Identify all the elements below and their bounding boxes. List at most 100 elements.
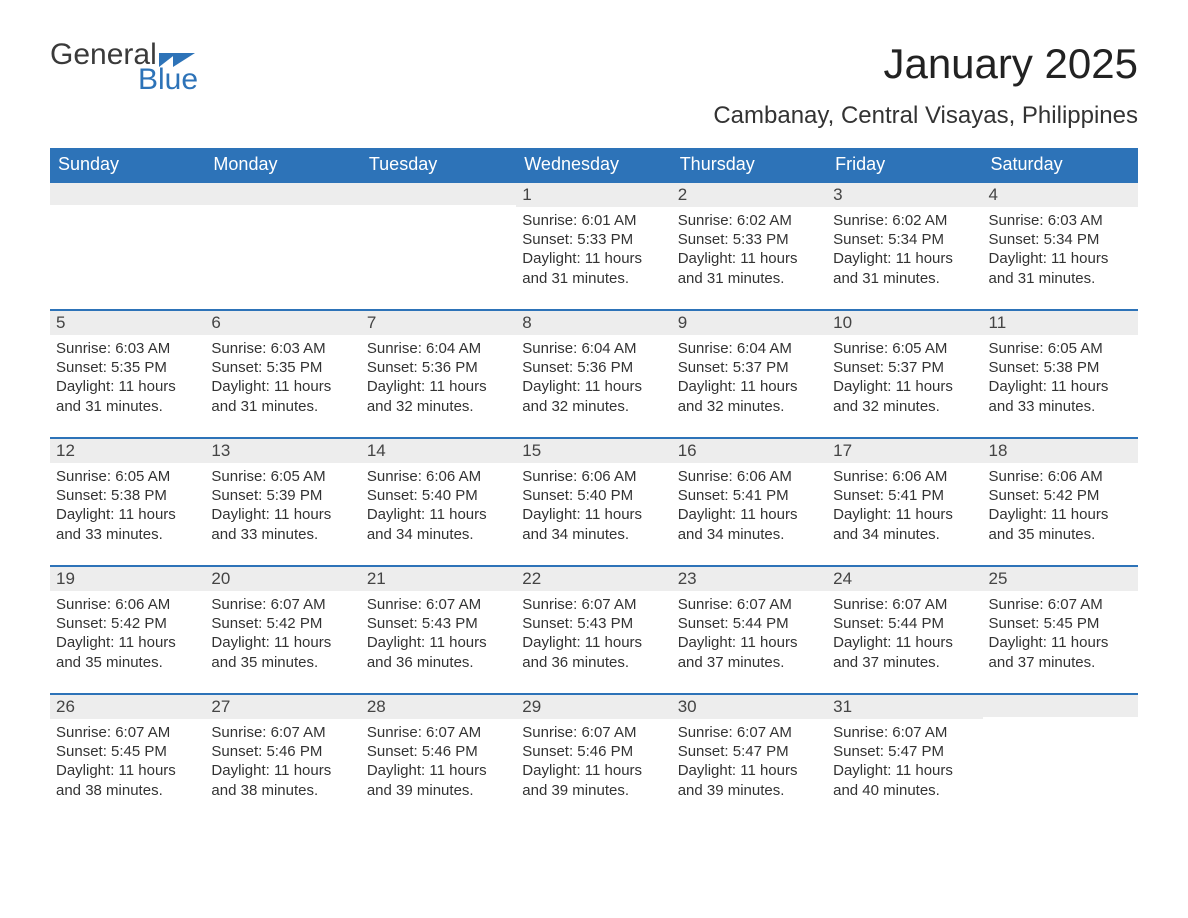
day-number: 22 [516,567,671,591]
calendar-day [361,183,516,309]
sunset-text: Sunset: 5:42 PM [56,614,199,633]
sunrise-text: Sunrise: 6:07 AM [678,723,821,742]
day-body: Sunrise: 6:06 AMSunset: 5:41 PMDaylight:… [672,463,827,554]
day-number: 23 [672,567,827,591]
daylight-text: Daylight: 11 hours and 37 minutes. [989,633,1132,671]
calendar-week: 5Sunrise: 6:03 AMSunset: 5:35 PMDaylight… [50,309,1138,437]
calendar-day: 1Sunrise: 6:01 AMSunset: 5:33 PMDaylight… [516,183,671,309]
sunset-text: Sunset: 5:38 PM [56,486,199,505]
sunrise-text: Sunrise: 6:04 AM [522,339,665,358]
daylight-text: Daylight: 11 hours and 34 minutes. [522,505,665,543]
day-body: Sunrise: 6:05 AMSunset: 5:38 PMDaylight:… [983,335,1138,426]
day-body: Sunrise: 6:01 AMSunset: 5:33 PMDaylight:… [516,207,671,298]
day-body: Sunrise: 6:07 AMSunset: 5:44 PMDaylight:… [827,591,982,682]
day-number: 2 [672,183,827,207]
day-body [983,717,1138,731]
sunrise-text: Sunrise: 6:04 AM [678,339,821,358]
daylight-text: Daylight: 11 hours and 39 minutes. [678,761,821,799]
sunset-text: Sunset: 5:41 PM [833,486,976,505]
day-body: Sunrise: 6:06 AMSunset: 5:40 PMDaylight:… [361,463,516,554]
daylight-text: Daylight: 11 hours and 33 minutes. [211,505,354,543]
sunset-text: Sunset: 5:35 PM [56,358,199,377]
calendar-day: 11Sunrise: 6:05 AMSunset: 5:38 PMDayligh… [983,311,1138,437]
daylight-text: Daylight: 11 hours and 40 minutes. [833,761,976,799]
daylight-text: Daylight: 11 hours and 31 minutes. [678,249,821,287]
daylight-text: Daylight: 11 hours and 32 minutes. [522,377,665,415]
sunset-text: Sunset: 5:38 PM [989,358,1132,377]
logo-line1: General [50,40,198,70]
sunrise-text: Sunrise: 6:04 AM [367,339,510,358]
day-number [205,183,360,205]
day-body: Sunrise: 6:05 AMSunset: 5:38 PMDaylight:… [50,463,205,554]
calendar-day: 21Sunrise: 6:07 AMSunset: 5:43 PMDayligh… [361,567,516,693]
day-body: Sunrise: 6:06 AMSunset: 5:42 PMDaylight:… [983,463,1138,554]
daylight-text: Daylight: 11 hours and 31 minutes. [833,249,976,287]
sunset-text: Sunset: 5:47 PM [833,742,976,761]
daylight-text: Daylight: 11 hours and 34 minutes. [367,505,510,543]
daylight-text: Daylight: 11 hours and 35 minutes. [56,633,199,671]
sunrise-text: Sunrise: 6:02 AM [833,211,976,230]
calendar-day: 17Sunrise: 6:06 AMSunset: 5:41 PMDayligh… [827,439,982,565]
day-number: 30 [672,695,827,719]
sunrise-text: Sunrise: 6:07 AM [211,723,354,742]
daylight-text: Daylight: 11 hours and 38 minutes. [211,761,354,799]
sunrise-text: Sunrise: 6:03 AM [211,339,354,358]
logo-flag-icon [173,53,195,67]
calendar-day [983,695,1138,821]
day-number [361,183,516,205]
sunrise-text: Sunrise: 6:05 AM [211,467,354,486]
day-number: 1 [516,183,671,207]
sunset-text: Sunset: 5:41 PM [678,486,821,505]
day-body: Sunrise: 6:04 AMSunset: 5:37 PMDaylight:… [672,335,827,426]
sunrise-text: Sunrise: 6:06 AM [833,467,976,486]
calendar-day [205,183,360,309]
day-number: 3 [827,183,982,207]
calendar-day: 3Sunrise: 6:02 AMSunset: 5:34 PMDaylight… [827,183,982,309]
sunset-text: Sunset: 5:34 PM [989,230,1132,249]
day-number: 4 [983,183,1138,207]
sunset-text: Sunset: 5:40 PM [522,486,665,505]
dayname-friday: Friday [827,148,982,181]
sunrise-text: Sunrise: 6:07 AM [678,595,821,614]
daylight-text: Daylight: 11 hours and 39 minutes. [522,761,665,799]
calendar-day: 24Sunrise: 6:07 AMSunset: 5:44 PMDayligh… [827,567,982,693]
day-body: Sunrise: 6:02 AMSunset: 5:34 PMDaylight:… [827,207,982,298]
day-body: Sunrise: 6:05 AMSunset: 5:37 PMDaylight:… [827,335,982,426]
sunset-text: Sunset: 5:45 PM [989,614,1132,633]
calendar-day: 5Sunrise: 6:03 AMSunset: 5:35 PMDaylight… [50,311,205,437]
daylight-text: Daylight: 11 hours and 37 minutes. [833,633,976,671]
calendar-day: 26Sunrise: 6:07 AMSunset: 5:45 PMDayligh… [50,695,205,821]
sunrise-text: Sunrise: 6:03 AM [989,211,1132,230]
calendar-day: 28Sunrise: 6:07 AMSunset: 5:46 PMDayligh… [361,695,516,821]
day-body: Sunrise: 6:06 AMSunset: 5:42 PMDaylight:… [50,591,205,682]
day-body: Sunrise: 6:03 AMSunset: 5:34 PMDaylight:… [983,207,1138,298]
calendar-day: 22Sunrise: 6:07 AMSunset: 5:43 PMDayligh… [516,567,671,693]
day-number: 26 [50,695,205,719]
sunrise-text: Sunrise: 6:01 AM [522,211,665,230]
day-body: Sunrise: 6:07 AMSunset: 5:47 PMDaylight:… [827,719,982,810]
daylight-text: Daylight: 11 hours and 35 minutes. [989,505,1132,543]
dayname-wednesday: Wednesday [516,148,671,181]
day-body [361,205,516,219]
sunrise-text: Sunrise: 6:07 AM [522,595,665,614]
calendar-day: 10Sunrise: 6:05 AMSunset: 5:37 PMDayligh… [827,311,982,437]
calendar-day: 13Sunrise: 6:05 AMSunset: 5:39 PMDayligh… [205,439,360,565]
day-number: 5 [50,311,205,335]
sunset-text: Sunset: 5:35 PM [211,358,354,377]
day-number: 25 [983,567,1138,591]
day-number: 6 [205,311,360,335]
day-body: Sunrise: 6:07 AMSunset: 5:44 PMDaylight:… [672,591,827,682]
sunrise-text: Sunrise: 6:07 AM [833,595,976,614]
sunset-text: Sunset: 5:39 PM [211,486,354,505]
day-body: Sunrise: 6:05 AMSunset: 5:39 PMDaylight:… [205,463,360,554]
calendar-day: 25Sunrise: 6:07 AMSunset: 5:45 PMDayligh… [983,567,1138,693]
day-body: Sunrise: 6:07 AMSunset: 5:43 PMDaylight:… [516,591,671,682]
sunset-text: Sunset: 5:46 PM [211,742,354,761]
day-number: 16 [672,439,827,463]
sunset-text: Sunset: 5:34 PM [833,230,976,249]
calendar-day: 30Sunrise: 6:07 AMSunset: 5:47 PMDayligh… [672,695,827,821]
top-row: General Blue January 2025 Cambanay, Cent… [50,40,1138,130]
daylight-text: Daylight: 11 hours and 38 minutes. [56,761,199,799]
calendar-day [50,183,205,309]
calendar-day: 12Sunrise: 6:05 AMSunset: 5:38 PMDayligh… [50,439,205,565]
